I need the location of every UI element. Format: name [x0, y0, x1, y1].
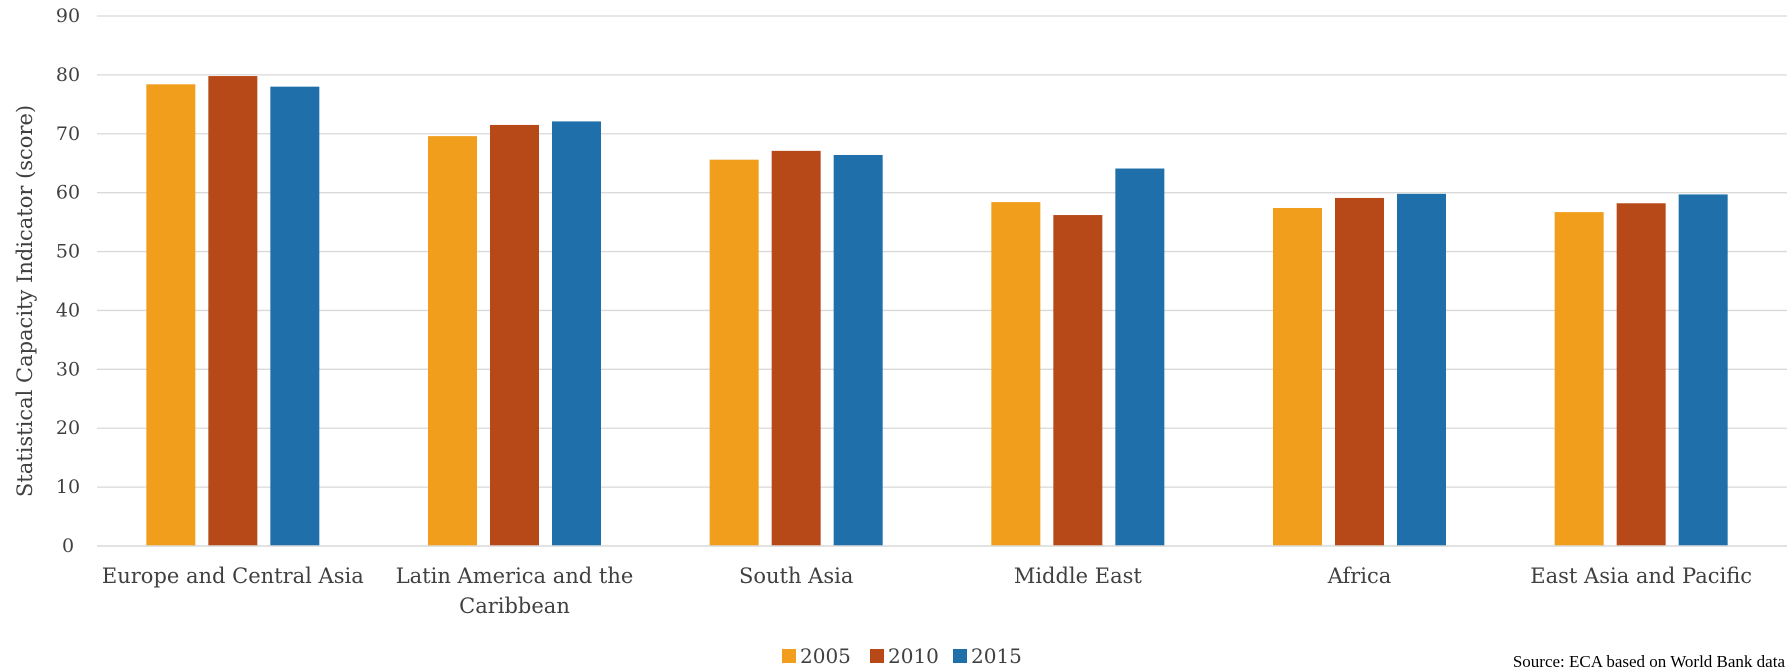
y-tick-label: 50	[56, 241, 80, 263]
bar-2010-cat-3	[1053, 215, 1103, 547]
x-category-label: Europe and Central Asia	[102, 564, 364, 588]
x-axis-categories: Europe and Central Asia Latin America and…	[102, 564, 1752, 618]
bar-2015-cat-3	[1115, 168, 1165, 546]
y-tick-label: 30	[56, 358, 80, 380]
bar-2015-cat-2	[833, 154, 883, 546]
legend-label-2010: 2010	[888, 644, 939, 668]
bar-2005-cat-3	[991, 202, 1041, 547]
x-category-label-line: Africa	[1327, 564, 1392, 588]
x-category-label-line: Europe and Central Asia	[102, 564, 364, 588]
bar-2010-cat-5	[1616, 203, 1666, 546]
y-tick-label: 70	[56, 123, 80, 145]
bar-2015-cat-4	[1397, 193, 1446, 546]
legend-label-2005: 2005	[800, 644, 851, 668]
y-tick-label: 80	[56, 64, 80, 86]
legend-label-2015: 2015	[971, 644, 1022, 668]
x-category-label-line: Middle East	[1014, 564, 1143, 588]
x-category-label: South Asia	[739, 564, 853, 588]
bar-2015-cat-0	[270, 86, 320, 547]
bars	[146, 76, 1728, 547]
bar-2005-cat-1	[428, 136, 477, 546]
x-category-label: Africa	[1327, 564, 1392, 588]
legend-swatch-2015	[953, 649, 967, 663]
x-category-label: Middle East	[1014, 564, 1143, 588]
bar-2010-cat-1	[490, 124, 539, 546]
x-category-label-line: Caribbean	[459, 594, 570, 618]
bar-2010-cat-0	[208, 76, 258, 547]
gridlines	[97, 15, 1787, 488]
x-category-label-line: South Asia	[739, 564, 853, 588]
y-tick-label: 20	[56, 417, 80, 439]
y-tick-label: 10	[56, 476, 80, 498]
x-category-label: Latin America and the Caribbean	[396, 564, 634, 618]
y-tick-label: 60	[56, 182, 80, 204]
y-tick-label: 0	[62, 535, 74, 557]
legend: 2005 2010 2015	[782, 644, 1022, 668]
source-note: Source: ECA based on World Bank data	[1513, 652, 1786, 671]
bar-2010-cat-2	[771, 150, 821, 546]
y-axis-ticks: 0 10 20 30 40 50 60 70 80 90	[56, 5, 80, 557]
bar-2015-cat-5	[1678, 194, 1728, 546]
legend-swatch-2005	[782, 649, 796, 663]
bar-2010-cat-4	[1335, 197, 1384, 546]
bar-2005-cat-2	[709, 159, 759, 546]
y-tick-label: 40	[56, 299, 80, 321]
bar-2015-cat-1	[552, 121, 601, 547]
legend-swatch-2010	[870, 649, 884, 663]
y-tick-label: 90	[56, 5, 80, 27]
bar-2005-cat-0	[146, 84, 196, 547]
x-category-label-line: Latin America and the	[396, 564, 634, 588]
x-category-label-line: East Asia and Pacific	[1530, 564, 1752, 588]
bar-2005-cat-4	[1273, 207, 1322, 546]
x-category-label: East Asia and Pacific	[1530, 564, 1752, 588]
bar-2005-cat-5	[1554, 212, 1604, 546]
y-axis-title: Statistical Capacity Indicator (score)	[13, 105, 37, 497]
